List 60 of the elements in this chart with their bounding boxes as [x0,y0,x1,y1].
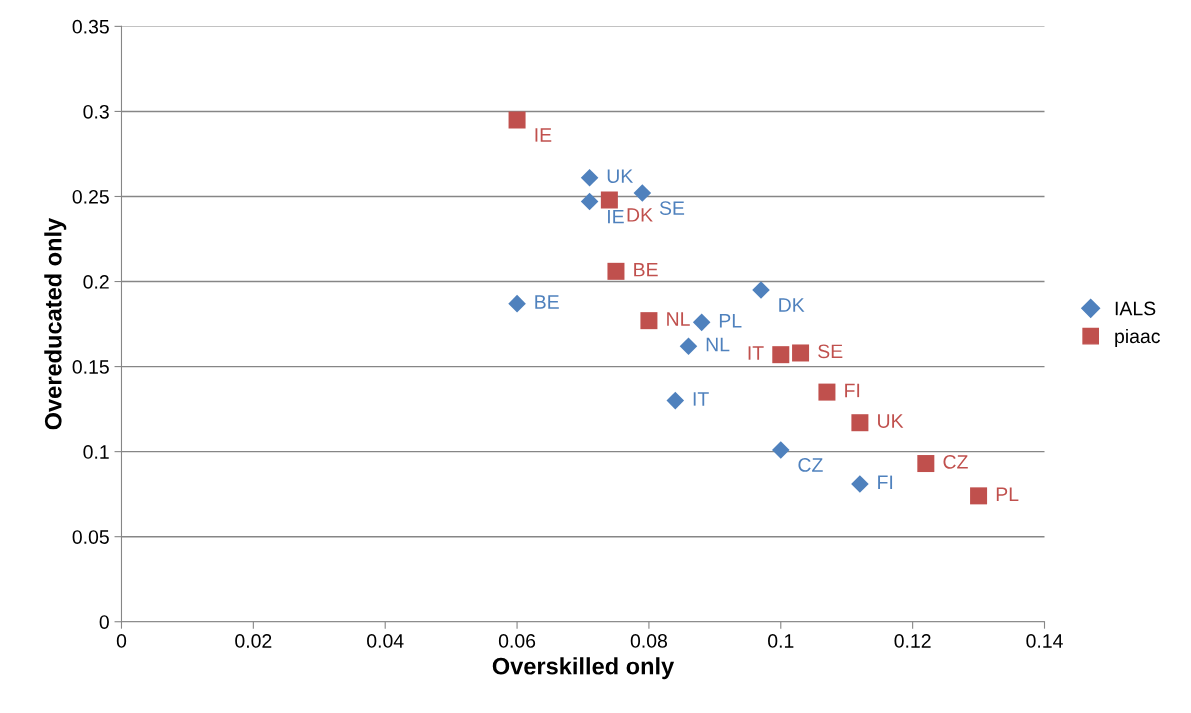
point [792,344,810,362]
y-tick-label: 0.1 [83,445,109,459]
y-tick-label: 0 [99,615,109,629]
data-label: SE [659,201,685,215]
point [580,192,599,211]
y-tick-label: 0.3 [83,104,109,119]
point [692,313,711,332]
data-label: NL [706,337,730,352]
x-tick-label: 0.14 [1026,634,1063,648]
data-label: PL [996,487,1019,501]
point [607,262,625,280]
data-label: IE [608,209,624,224]
point [772,441,790,459]
data-label: PL [719,314,742,328]
x-tick-label: 0.08 [630,634,667,648]
point [633,184,652,202]
point [640,312,658,330]
point [970,487,988,505]
data-label: DK [627,208,653,222]
data-label: IT [693,392,709,406]
x-tick-label: 0.06 [498,634,536,648]
data-label: DK [779,298,805,312]
data-label: NL [667,312,690,326]
data-label: SE [818,344,843,359]
y-tick-label: 0.35 [72,19,109,34]
x-tick-label: 0.1 [768,634,794,648]
y-axis-title: Overeducated only [44,217,67,430]
data-label: UK [607,169,634,183]
x-axis-title: Overskilled only [492,657,675,680]
point [666,391,685,410]
legend-label: piaac [1115,328,1160,348]
data-label: FI [878,475,893,489]
legend-label: IALS [1115,301,1156,316]
point [580,168,599,187]
point [818,383,836,401]
data-label: BE [535,295,559,309]
y-tick-label: 0.05 [72,530,109,544]
point [917,455,935,473]
data-label: IT [748,346,764,360]
x-tick-label: 0.04 [367,634,404,648]
data-label: BE [634,262,658,277]
data-label: UK [878,414,904,428]
data-label: CZ [798,458,823,472]
x-tick-label: 0 [116,634,127,648]
point [508,294,526,313]
y-tick-label: 0.2 [83,275,109,289]
x-tick-label: 0.12 [894,634,931,648]
point [508,111,526,129]
point [851,475,869,493]
data-label: CZ [943,454,968,469]
point [752,281,770,299]
point [772,346,790,364]
x-tick-label: 0.02 [235,634,272,648]
point [600,191,618,209]
data-label: FI [845,383,860,398]
point [851,414,869,432]
data-label: IE [535,128,552,142]
y-tick-label: 0.25 [72,189,109,204]
y-tick-label: 0.15 [72,360,109,374]
point [679,337,698,355]
